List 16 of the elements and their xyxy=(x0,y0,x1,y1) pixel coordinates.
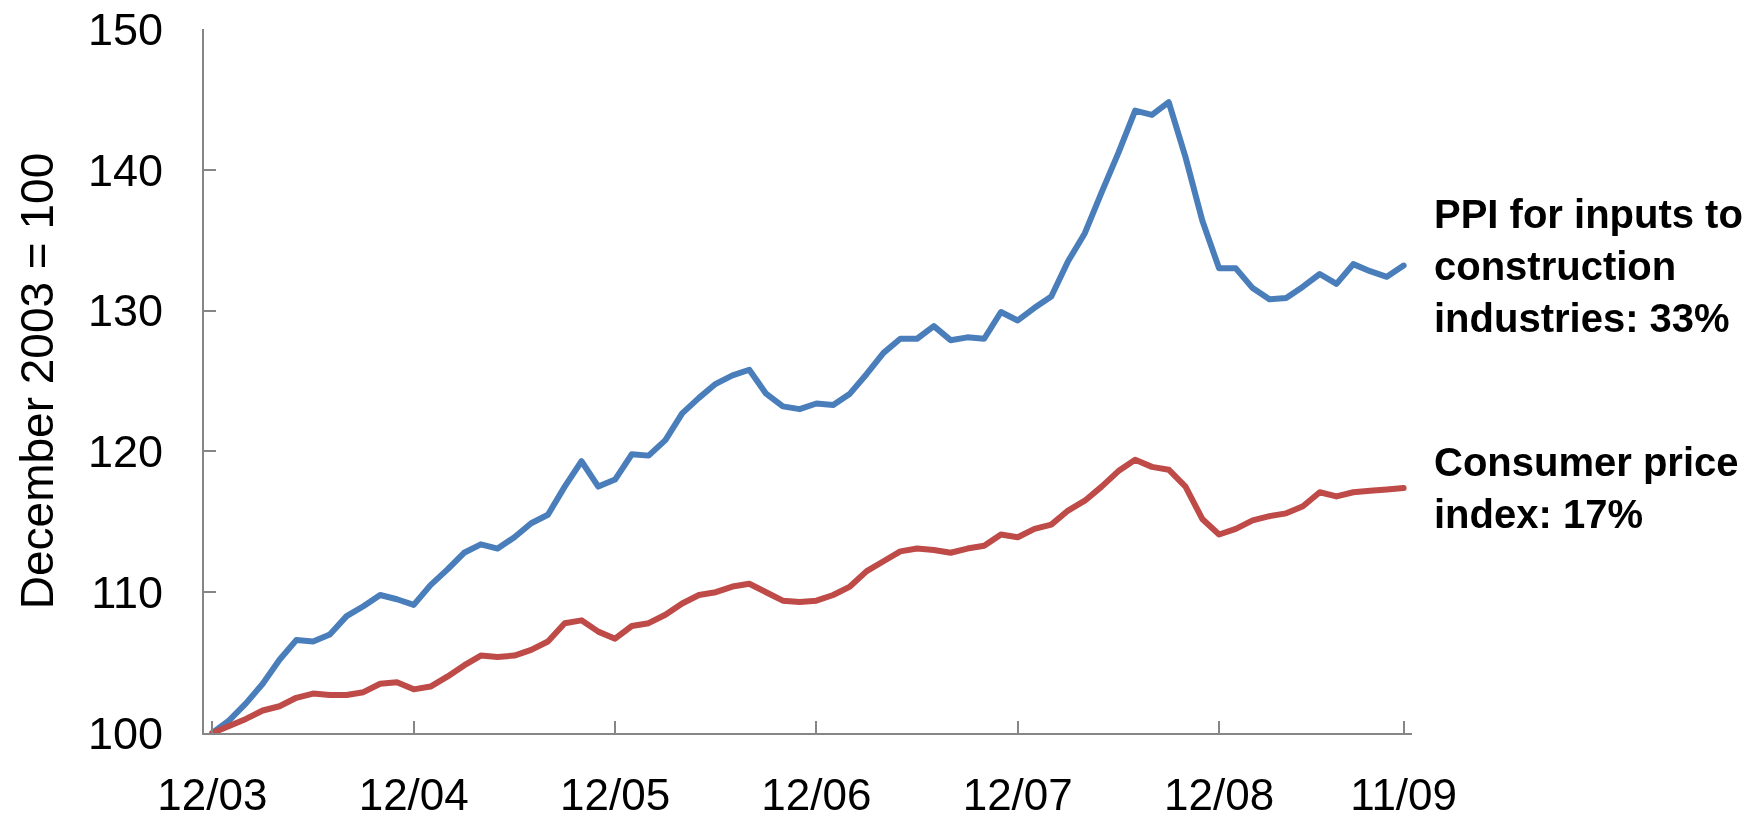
series-label: PPI for inputs to construction industries: 33% xyxy=(1434,192,1743,340)
y-tick-label: 110 xyxy=(91,566,163,618)
x-tick-label: 12/04 xyxy=(358,769,469,819)
y-axis-title: December 2003 = 100 xyxy=(10,152,63,610)
y-tick-label: 120 xyxy=(87,426,163,478)
x-tick-label: 12/07 xyxy=(962,769,1073,819)
y-tick-label: 130 xyxy=(87,285,163,337)
x-tick-label: 12/08 xyxy=(1164,769,1275,819)
y-tick-label: 150 xyxy=(87,3,163,55)
x-tick-label: 11/09 xyxy=(1350,769,1458,819)
y-tick-label: 100 xyxy=(87,707,163,759)
x-tick-label: 12/03 xyxy=(157,769,268,819)
x-tick-label: 12/06 xyxy=(761,769,872,819)
series-label: Consumer price index: 17% xyxy=(1434,440,1739,536)
y-tick-label: 140 xyxy=(87,144,163,196)
x-tick-label: 12/05 xyxy=(560,769,671,819)
